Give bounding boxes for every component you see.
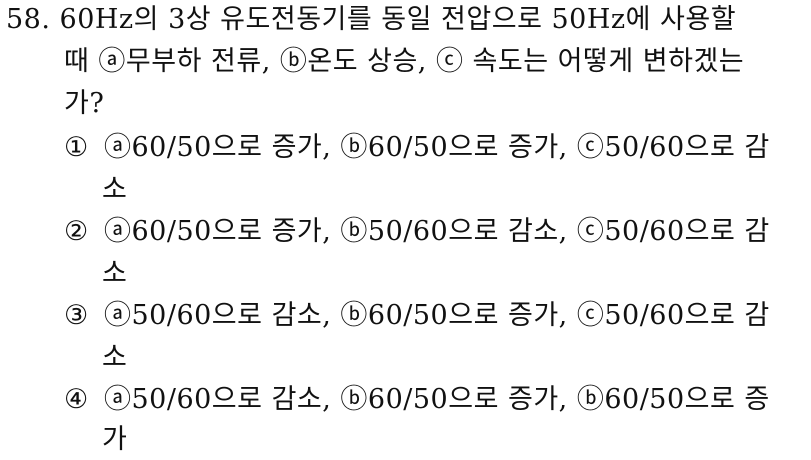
question-stem-line-3: 가? — [64, 88, 105, 119]
option-marker-1: ① — [64, 132, 89, 163]
option-marker-2: ② — [64, 216, 89, 247]
option-text-3: ⓐ50/60으로 감소, ⓑ60/50으로 증가, ⓒ50/60으로 감 — [104, 300, 770, 331]
option-marker-4: ④ — [64, 384, 89, 415]
question-stem-line-1: 58. 60Hz의 3상 유도전동기를 동일 전압으로 50Hz에 사용할 — [6, 4, 737, 35]
option-continuation-2: 소 — [102, 258, 128, 289]
option-continuation-4: 가 — [102, 424, 128, 455]
option-text-4: ⓐ50/60으로 감소, ⓑ60/50으로 증가, ⓑ60/50으로 증 — [104, 384, 770, 415]
option-marker-3: ③ — [64, 300, 89, 331]
option-text-1: ⓐ60/50으로 증가, ⓑ60/50으로 증가, ⓒ50/60으로 감 — [104, 132, 770, 163]
option-continuation-1: 소 — [102, 174, 128, 205]
option-text-2: ⓐ60/50으로 증가, ⓑ50/60으로 감소, ⓒ50/60으로 감 — [104, 216, 770, 247]
answer-option-3[interactable]: ③ ⓐ50/60으로 감소, ⓑ60/50으로 증가, ⓒ50/60으로 감 — [64, 296, 806, 336]
answer-option-1[interactable]: ① ⓐ60/50으로 증가, ⓑ60/50으로 증가, ⓒ50/60으로 감 — [64, 128, 806, 168]
answer-option-4[interactable]: ④ ⓐ50/60으로 감소, ⓑ60/50으로 증가, ⓑ60/50으로 증 — [64, 380, 806, 420]
option-continuation-3: 소 — [102, 342, 128, 373]
question-stem-line-2: 때 ⓐ무부하 전류, ⓑ온도 상승, ⓒ 속도는 어떻게 변하겠는 — [64, 46, 745, 77]
answer-option-2[interactable]: ② ⓐ60/50으로 증가, ⓑ50/60으로 감소, ⓒ50/60으로 감 — [64, 212, 806, 252]
